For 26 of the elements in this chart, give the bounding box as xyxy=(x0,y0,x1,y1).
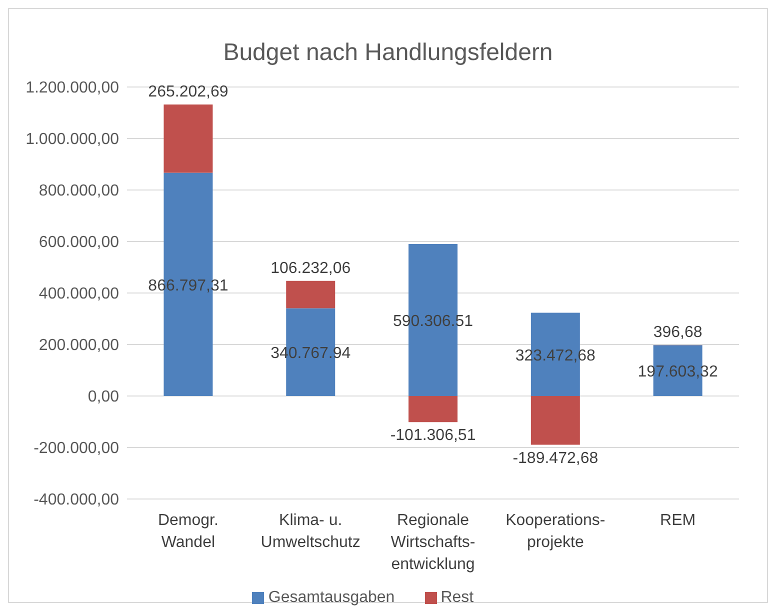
y-tick-label: 1.200.000,00 xyxy=(26,80,120,97)
bar xyxy=(286,280,336,308)
legend-label: Rest xyxy=(440,589,474,606)
chart-title: Budget nach Handlungsfeldern xyxy=(222,39,554,68)
x-tick-label: Klima- u. Umweltschutz xyxy=(260,512,360,551)
data-label: -101.306,51 xyxy=(390,427,476,444)
bar xyxy=(530,396,580,445)
legend-label: Gesamtausgaben xyxy=(268,589,395,606)
x-tick-label: REM xyxy=(660,512,696,529)
bar xyxy=(408,396,458,422)
data-label: -189.472,68 xyxy=(512,450,598,467)
y-tick-label: 200.000,00 xyxy=(38,337,120,354)
data-label: 265.202,69 xyxy=(148,84,228,101)
data-label: 106.232,06 xyxy=(270,260,351,277)
x-tick-label: Regionale Wirtschafts- entwicklung xyxy=(390,512,476,573)
y-tick-label: 400.000,00 xyxy=(38,286,120,303)
y-tick-label: 1.000.000,00 xyxy=(26,131,120,148)
y-tick-label: 600.000,00 xyxy=(38,234,120,252)
x-tick-label: Demogr. Wandel xyxy=(158,512,218,551)
y-tick-label: -400.000,00 xyxy=(34,492,120,509)
y-tick-label: 800.000,00 xyxy=(38,182,120,200)
x-tick-label: Kooperations- projekte xyxy=(506,512,606,551)
y-tick-label: -200.000,00 xyxy=(34,440,120,458)
bar xyxy=(164,104,213,173)
data-label: 396,68 xyxy=(653,324,702,342)
y-tick-label: 0,00 xyxy=(88,388,120,406)
